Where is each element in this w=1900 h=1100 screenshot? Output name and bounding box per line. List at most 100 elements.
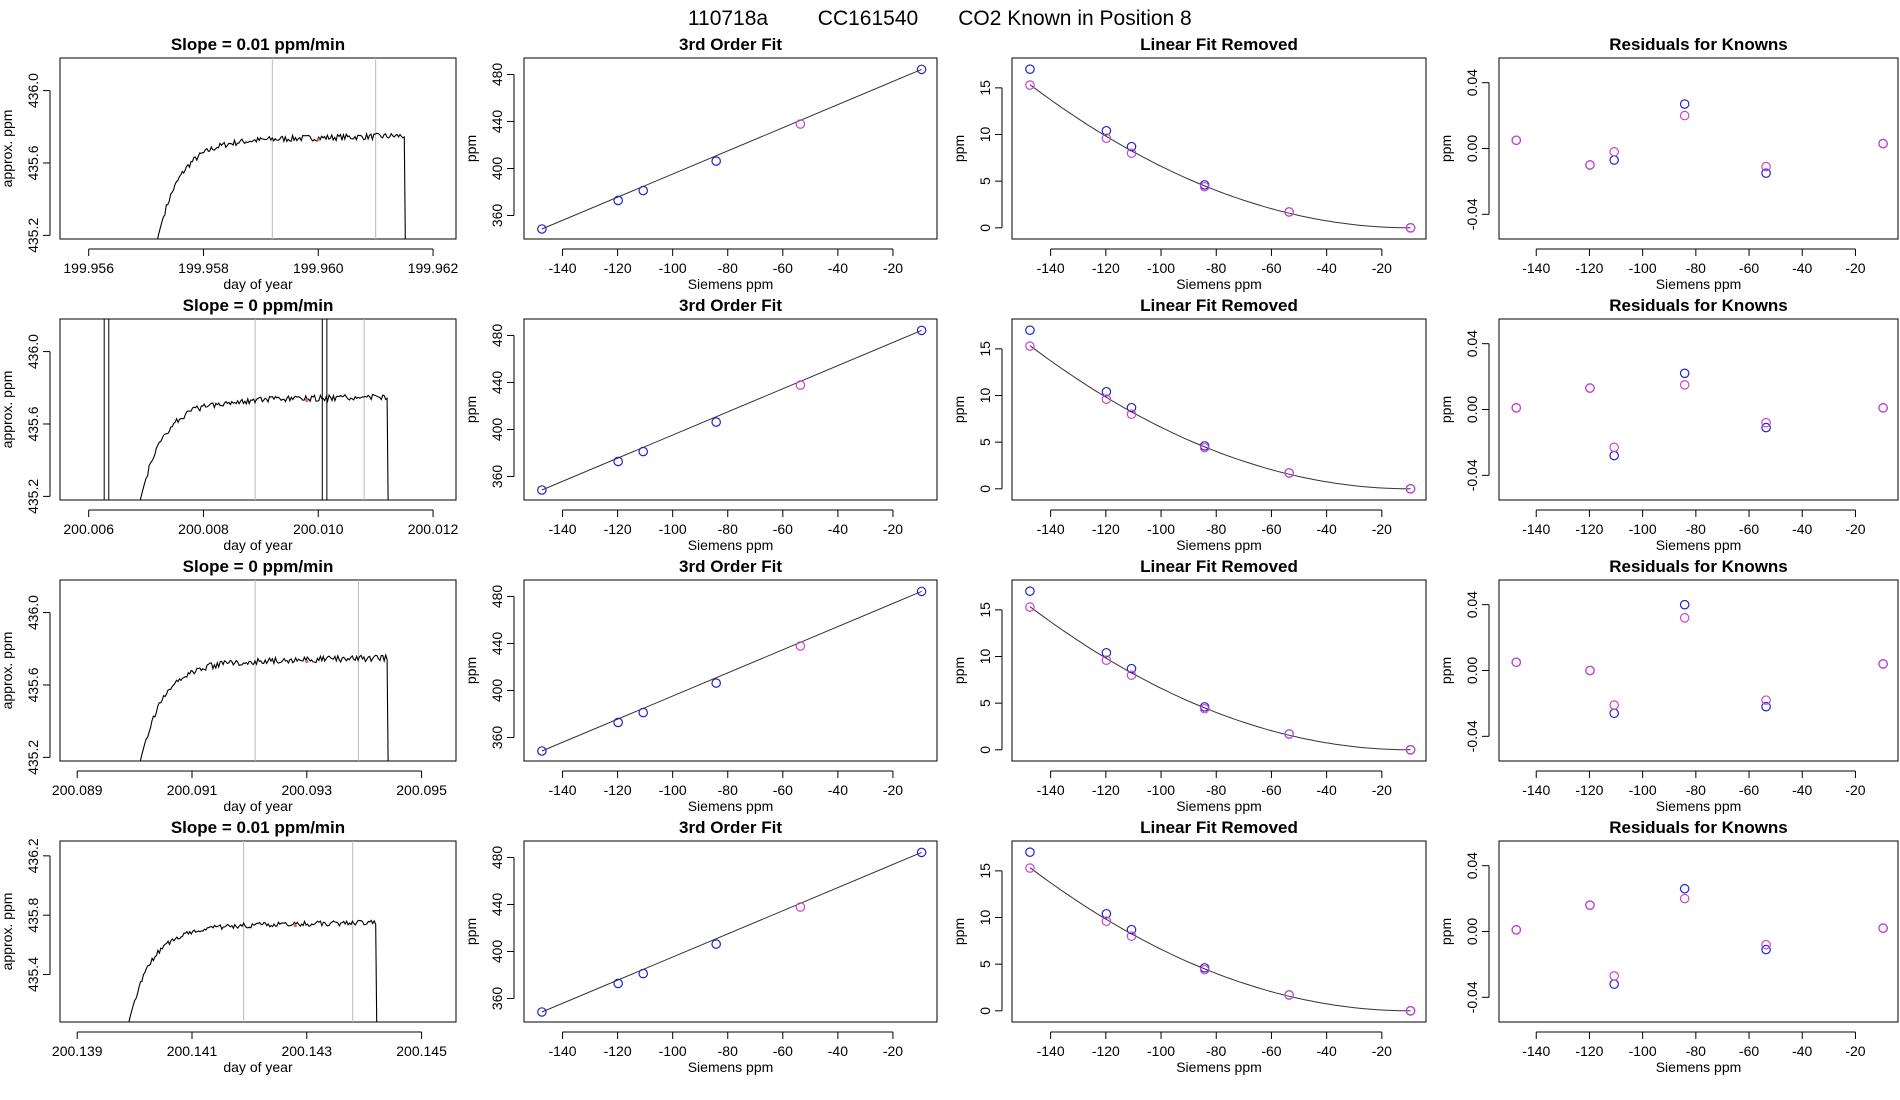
x-tick-label: -20 <box>1372 521 1392 537</box>
fit-point <box>537 224 547 234</box>
x-tick-label: -140 <box>1522 521 1550 537</box>
panel-title: Linear Fit Removed <box>1140 35 1298 54</box>
x-tick-label: -120 <box>1092 782 1120 798</box>
panel-title: Residuals for Knowns <box>1609 557 1788 576</box>
residual-point <box>1609 155 1619 165</box>
y-tick-label: -0.04 <box>1464 459 1480 491</box>
x-tick-label: -80 <box>718 260 738 276</box>
residual-point <box>1761 161 1771 172</box>
x-tick-label: -40 <box>1792 782 1812 798</box>
x-tick-label: -80 <box>718 1043 738 1059</box>
x-tick-label: -20 <box>883 782 903 798</box>
panel-title: Residuals for Knowns <box>1609 818 1788 837</box>
fit-point <box>613 456 623 467</box>
x-tick-label: 200.006 <box>63 521 114 537</box>
y-axis-label: approx. ppm <box>0 893 15 971</box>
x-tick-label: -60 <box>1261 1043 1281 1059</box>
known-point <box>1199 964 1210 975</box>
y-tick-label: 480 <box>489 846 505 870</box>
figure-title-description: CO2 Known in Position 8 <box>958 7 1191 30</box>
x-tick-label: 199.958 <box>178 260 229 276</box>
fit-point <box>613 717 623 728</box>
plot-frame <box>1498 57 1899 240</box>
x-tick-label: -20 <box>1845 260 1865 276</box>
fit-point <box>795 902 806 912</box>
x-tick-label: -20 <box>1372 1043 1392 1059</box>
residuals-panel: Residuals for Knowns -140 -120 -100 -80 -60 -4… <box>1438 296 1899 553</box>
x-tick-label: 200.145 <box>396 1043 447 1059</box>
residual-point <box>1609 450 1619 461</box>
y-axis-label: ppm <box>463 657 479 684</box>
known-point <box>1284 990 1294 1000</box>
panel-grid: Slope = 0.01 ppm/min 199.956 199.958 199.96… <box>0 35 1899 1075</box>
x-tick-label: -60 <box>1261 521 1281 537</box>
known-point <box>1126 148 1137 158</box>
x-tick-label: -60 <box>773 260 793 276</box>
x-tick-label: -140 <box>1037 260 1065 276</box>
measured-point <box>1025 325 1035 335</box>
residual-point <box>1679 368 1690 379</box>
fit-point <box>916 64 927 75</box>
x-tick-label: 200.141 <box>167 1043 218 1059</box>
panel-title: 3rd Order Fit <box>679 296 782 315</box>
y-tick-label: 0.00 <box>1464 135 1480 162</box>
x-tick-label: 199.960 <box>293 260 344 276</box>
x-tick-label: -40 <box>828 260 848 276</box>
y-tick-label: 440 <box>489 371 505 395</box>
x-tick-label: -40 <box>828 521 848 537</box>
measured-point <box>1126 402 1137 413</box>
y-axis-label: approx. ppm <box>0 110 15 188</box>
fit-curve <box>1029 867 1411 1012</box>
y-tick-label: 436.0 <box>25 595 41 630</box>
y-tick-label: 435.6 <box>25 667 41 702</box>
y-tick-label: 435.2 <box>25 740 41 775</box>
known-point <box>1284 729 1294 739</box>
known-point <box>1126 670 1137 680</box>
measured-point <box>1101 647 1112 658</box>
y-tick-label: 0.04 <box>1464 591 1480 618</box>
y-tick-label: 360 <box>489 726 505 750</box>
mean-marker <box>305 398 309 403</box>
residual-point <box>1609 442 1619 453</box>
plot-frame <box>59 57 457 240</box>
known-point <box>1405 745 1416 755</box>
y-tick-label: 10 <box>977 388 993 404</box>
x-tick-label: -20 <box>1372 260 1392 276</box>
y-tick-label: 5 <box>977 699 993 707</box>
x-tick-label: -80 <box>1206 1043 1226 1059</box>
y-tick-label: 360 <box>489 465 505 489</box>
y-tick-label: 15 <box>977 80 993 96</box>
residual-point <box>1609 708 1619 719</box>
y-tick-label: 435.2 <box>25 218 41 253</box>
concentration-trace <box>139 393 389 501</box>
fit-panel: 3rd Order Fit -140 -120 -100 -80 -60 -40 -20 Sie… <box>463 557 938 814</box>
y-tick-label: 10 <box>977 649 993 665</box>
x-tick-label: -140 <box>549 782 577 798</box>
panel-title: 3rd Order Fit <box>679 818 782 837</box>
plot-frame <box>523 57 938 240</box>
measured-point <box>1126 924 1137 935</box>
residual-point <box>1761 695 1771 705</box>
residual-point <box>1511 135 1522 146</box>
plot-frame <box>1498 579 1899 762</box>
y-tick-label: 435.8 <box>25 897 41 932</box>
fit-point <box>916 586 927 597</box>
fit-point <box>916 847 927 858</box>
mean-marker <box>316 137 320 142</box>
x-axis-label: Siemens ppm <box>1656 1059 1742 1075</box>
concentration-trace <box>128 919 378 1023</box>
measured-point <box>1101 125 1112 136</box>
known-point <box>1101 133 1112 144</box>
residual-point <box>1511 403 1522 413</box>
x-tick-label: -140 <box>549 1043 577 1059</box>
x-tick-label: -100 <box>1629 260 1657 276</box>
x-tick-label: -40 <box>1317 782 1337 798</box>
x-tick-label: -100 <box>659 1043 687 1059</box>
x-tick-label: -100 <box>1147 782 1175 798</box>
mean-marker <box>305 659 309 664</box>
y-tick-label: -0.04 <box>1464 198 1480 230</box>
x-tick-label: -100 <box>1629 1043 1657 1059</box>
x-tick-label: 200.143 <box>281 1043 332 1059</box>
residuals-panel: Residuals for Knowns -140 -120 -100 -80 -60 -4… <box>1438 818 1899 1075</box>
residual-point <box>1585 900 1595 910</box>
